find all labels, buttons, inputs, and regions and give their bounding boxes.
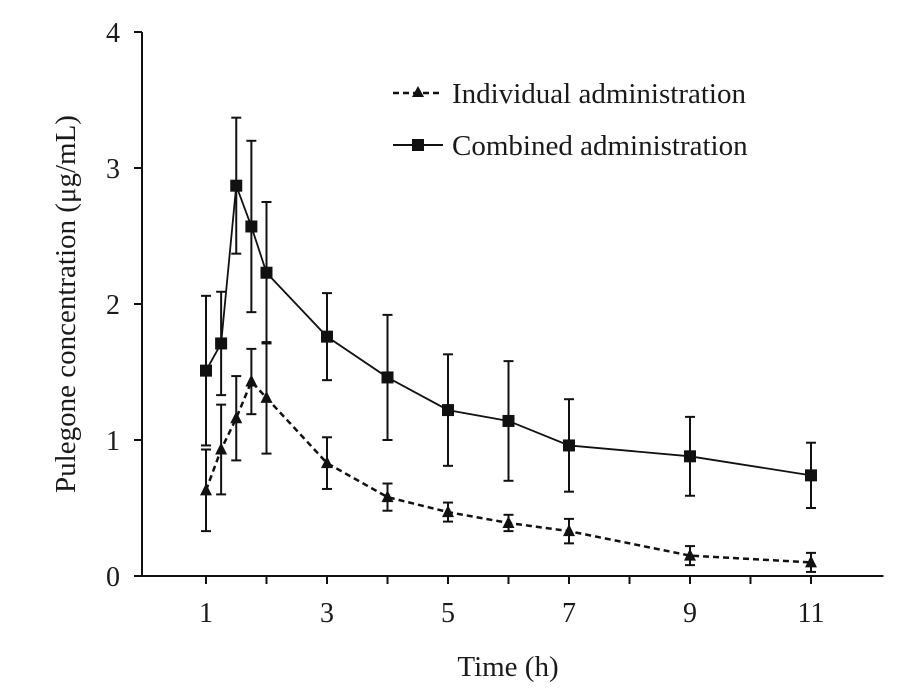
data-point-triangle — [230, 411, 243, 424]
data-point-square — [230, 179, 243, 192]
data-point-square — [200, 364, 212, 377]
data-point-triangle — [442, 505, 454, 518]
legend: Individual administration Combined admin… — [393, 78, 748, 162]
y-tick-label: 2 — [106, 290, 120, 321]
y-tick-label: 1 — [106, 426, 120, 457]
data-point-triangle — [321, 456, 333, 469]
y-tick-label: 4 — [106, 18, 120, 49]
y-tick-label: 3 — [106, 154, 120, 185]
x-tick-label: 9 — [683, 598, 697, 629]
y-tick-label: 0 — [106, 562, 120, 593]
axes: 0 1 2 3 4 1 3 5 7 9 11 — [106, 18, 884, 629]
legend-marker-triangle-icon — [412, 86, 424, 97]
data-point-triangle — [245, 374, 258, 387]
data-point-square — [502, 414, 515, 427]
data-point-triangle — [563, 524, 575, 537]
data-point-triangle — [215, 442, 228, 455]
series-line — [205, 185, 812, 477]
data-point-square — [563, 439, 575, 452]
legend-marker-square-icon — [412, 139, 424, 151]
x-tick-label: 11 — [798, 598, 825, 629]
x-tick-label: 3 — [320, 598, 334, 629]
data-point-square — [321, 330, 333, 343]
series-layer — [200, 116, 817, 573]
x-axis-label: Time (h) — [457, 651, 558, 683]
data-point-triangle — [684, 548, 696, 561]
y-axis-label: Pulegone concentration (μg/mL) — [50, 115, 82, 493]
x-tick-label: 1 — [199, 598, 213, 629]
data-point-square — [381, 371, 394, 384]
data-point-square — [260, 266, 273, 279]
data-point-triangle — [502, 515, 515, 528]
series-individual — [200, 341, 817, 573]
data-point-square — [805, 469, 817, 482]
legend-label-combined: Combined administration — [452, 130, 748, 162]
data-point-triangle — [260, 390, 273, 403]
legend-label-individual: Individual administration — [452, 78, 746, 110]
data-point-square — [215, 337, 228, 350]
data-point-square — [245, 220, 258, 233]
series-line — [204, 379, 812, 564]
series-combined — [200, 116, 817, 509]
data-point-square — [442, 404, 454, 417]
x-tick-label: 5 — [441, 598, 455, 629]
data-point-triangle — [200, 483, 212, 496]
x-tick-label: 7 — [562, 598, 576, 629]
data-point-square — [684, 450, 696, 463]
data-point-triangle — [381, 490, 394, 503]
data-point-triangle — [805, 555, 817, 568]
